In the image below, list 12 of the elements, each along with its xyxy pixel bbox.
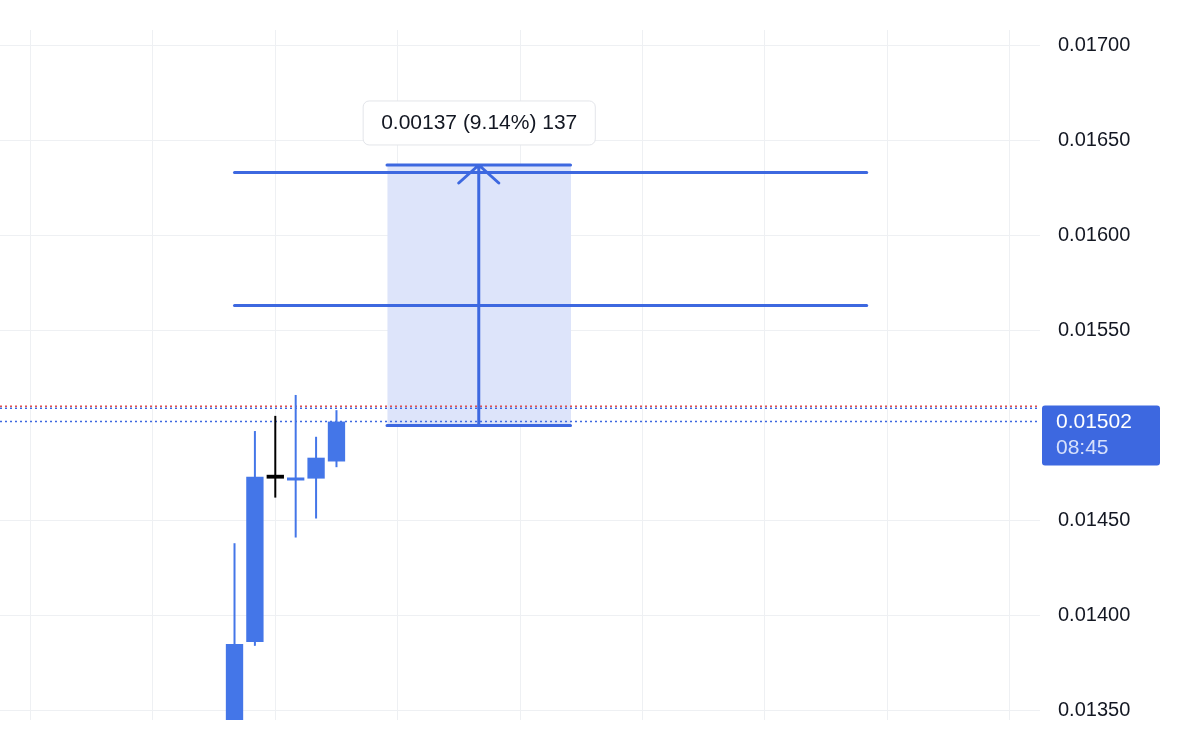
y-tick-label: 0.01550 [1058, 317, 1131, 340]
ref-line-label: 0.01502 08:45 [1056, 409, 1132, 459]
y-tick-label: 0.01650 [1058, 127, 1131, 150]
y-tick-label: 0.01600 [1058, 222, 1131, 245]
band-label: 0.00137 (9.14%) 137 [381, 109, 578, 133]
candlestick [266, 414, 284, 499]
y-tick-label: 0.01450 [1058, 507, 1131, 530]
candlestick [287, 393, 305, 539]
y-tick-label: 0.01350 [1058, 698, 1131, 721]
y-tick-label: 0.01700 [1058, 32, 1131, 55]
candlestick [307, 435, 325, 520]
y-tick-label: 0.01400 [1058, 602, 1131, 625]
